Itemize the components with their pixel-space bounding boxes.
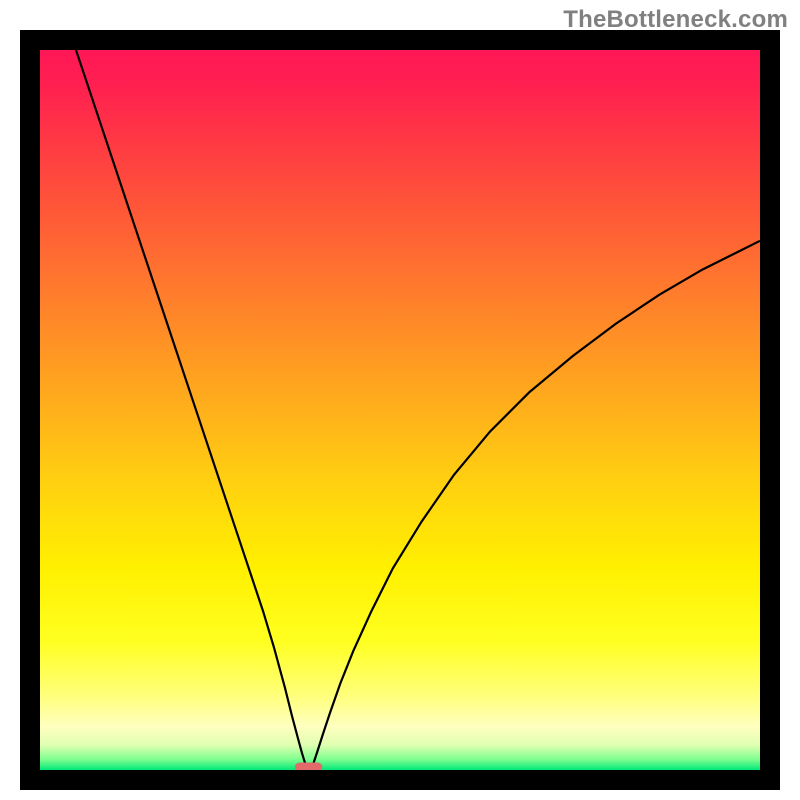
plot-background [40, 50, 760, 770]
watermark-text: TheBottleneck.com [563, 6, 788, 34]
bottleneck-chart-svg [0, 0, 800, 800]
chart-container: { "meta": { "source_watermark": "TheBott… [0, 0, 800, 800]
